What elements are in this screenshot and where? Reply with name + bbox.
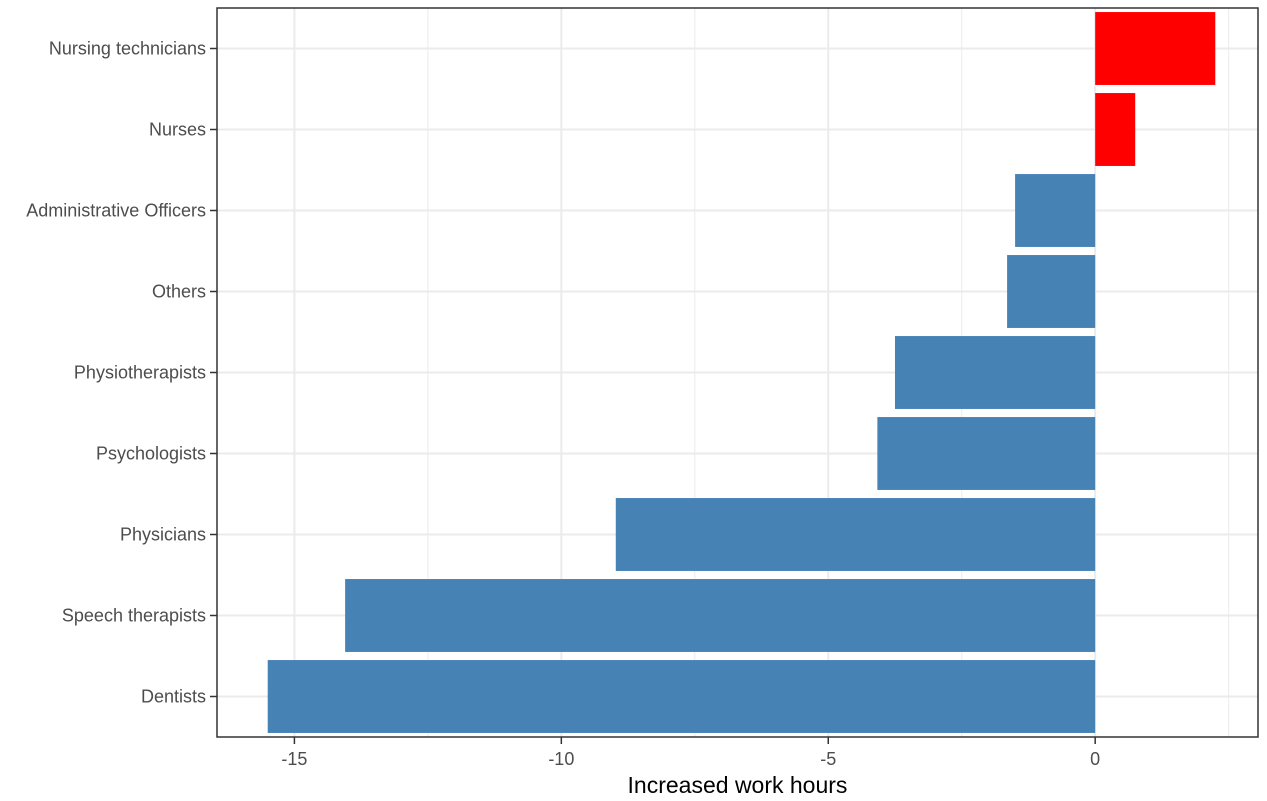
y-tick-label: Nursing technicians bbox=[49, 39, 206, 59]
bar bbox=[267, 660, 1096, 733]
y-axis: Nursing technicians Nurses Administrative … bbox=[26, 39, 217, 707]
bar bbox=[1095, 12, 1216, 85]
bar bbox=[615, 498, 1096, 571]
bar bbox=[894, 336, 1096, 409]
y-tick-label: Physicians bbox=[120, 525, 206, 545]
y-tick-label: Nurses bbox=[149, 120, 206, 140]
bar bbox=[1015, 174, 1096, 247]
x-tick-label: -10 bbox=[548, 749, 574, 769]
x-tick-label: 0 bbox=[1090, 749, 1100, 769]
bar bbox=[1095, 93, 1136, 166]
y-tick-label: Dentists bbox=[141, 687, 206, 707]
y-tick-label: Speech therapists bbox=[62, 606, 206, 626]
bar bbox=[345, 579, 1096, 652]
bar bbox=[877, 417, 1096, 490]
x-axis: -15 -10 -5 0 bbox=[281, 737, 1100, 769]
y-tick-label: Administrative Officers bbox=[26, 201, 206, 221]
x-tick-label: -5 bbox=[820, 749, 836, 769]
x-axis-title: Increased work hours bbox=[628, 772, 848, 798]
y-tick-label: Psychologists bbox=[96, 444, 206, 464]
y-tick-label: Others bbox=[152, 282, 206, 302]
bars bbox=[267, 12, 1216, 733]
bar bbox=[1007, 255, 1096, 328]
x-tick-label: -15 bbox=[281, 749, 307, 769]
y-tick-label: Physiotherapists bbox=[74, 363, 206, 383]
